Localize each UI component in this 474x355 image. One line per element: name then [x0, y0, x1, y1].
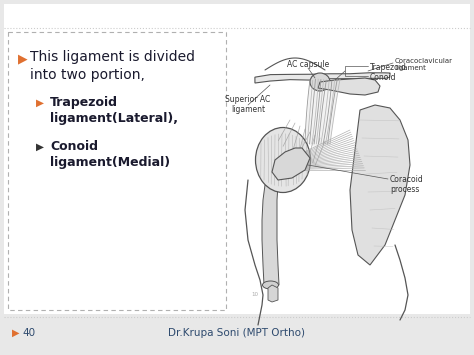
Text: ▶: ▶: [36, 98, 44, 108]
Text: This ligament is divided: This ligament is divided: [30, 50, 195, 64]
Polygon shape: [305, 80, 340, 148]
Ellipse shape: [255, 127, 310, 192]
Text: ligament(Medial): ligament(Medial): [50, 156, 170, 169]
Bar: [4, 316, 470, 351]
Text: into two portion,: into two portion,: [30, 68, 145, 82]
Text: ▶: ▶: [36, 142, 44, 152]
Text: ▶: ▶: [18, 52, 27, 65]
Text: 40: 40: [22, 328, 35, 338]
Text: Conoid: Conoid: [370, 73, 396, 82]
Text: Conoid: Conoid: [50, 140, 98, 153]
Text: ligament(Lateral),: ligament(Lateral),: [50, 112, 178, 125]
Text: Trapezoid: Trapezoid: [50, 96, 118, 109]
Bar: [230, 32, 468, 310]
Bar: [4, 4, 470, 314]
Text: Dr.Krupa Soni (MPT Ortho): Dr.Krupa Soni (MPT Ortho): [168, 328, 306, 338]
FancyBboxPatch shape: [8, 32, 226, 310]
Text: 10: 10: [252, 292, 258, 297]
Text: AC capsule: AC capsule: [287, 60, 329, 69]
Polygon shape: [350, 105, 410, 265]
Polygon shape: [318, 78, 380, 95]
Polygon shape: [268, 285, 278, 302]
Text: Coracoid
process: Coracoid process: [390, 175, 424, 195]
Text: Coracoclavicular
ligament: Coracoclavicular ligament: [395, 58, 453, 71]
Text: Trapezoid: Trapezoid: [370, 63, 407, 72]
Polygon shape: [272, 148, 310, 180]
Text: Superior AC
ligament: Superior AC ligament: [225, 95, 271, 114]
Ellipse shape: [263, 281, 279, 289]
Polygon shape: [255, 73, 390, 83]
Text: ▶: ▶: [12, 328, 19, 338]
Polygon shape: [262, 185, 279, 285]
Ellipse shape: [310, 73, 330, 91]
